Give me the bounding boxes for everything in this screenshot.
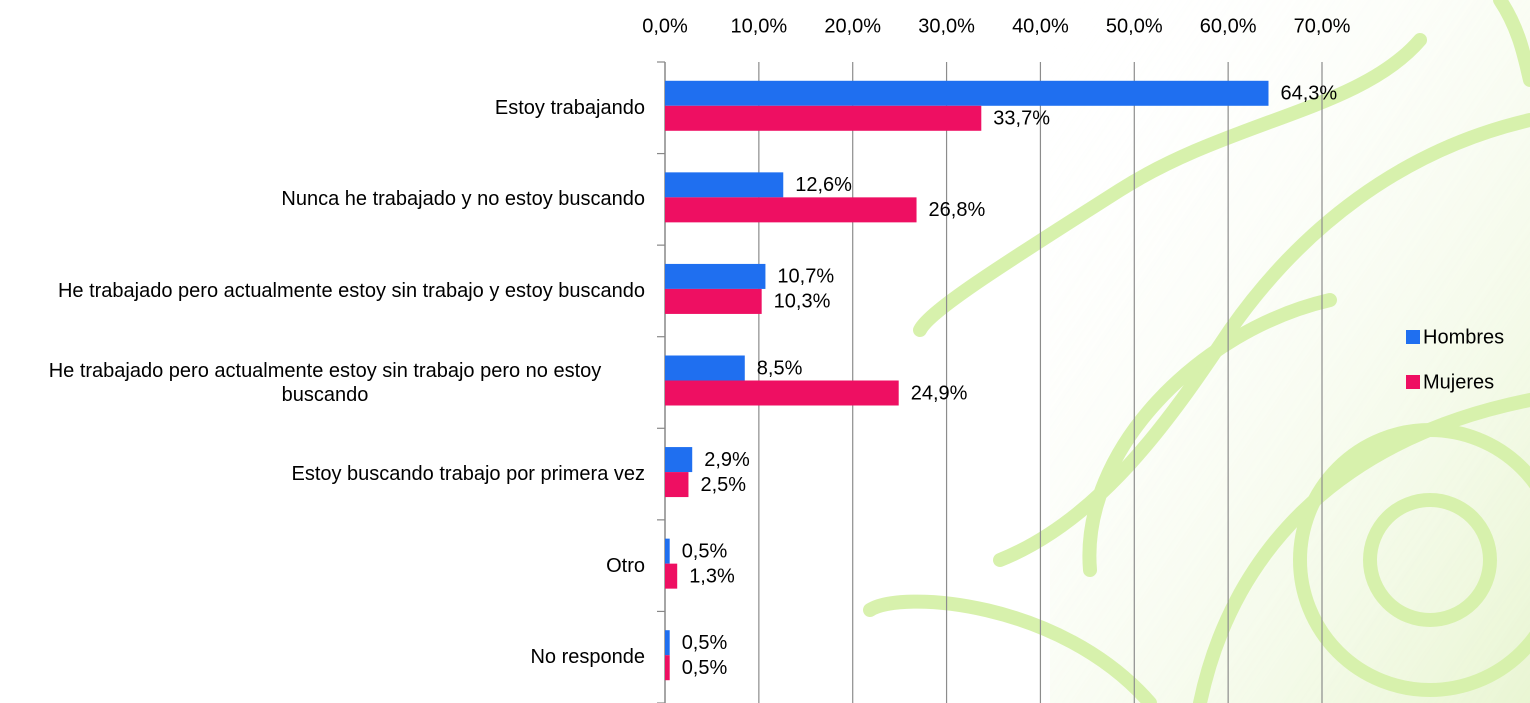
x-tick-label: 50,0% xyxy=(1106,15,1163,37)
x-tick-label: 70,0% xyxy=(1294,15,1351,37)
value-label: 10,7% xyxy=(777,266,834,288)
bar xyxy=(665,289,762,314)
bar xyxy=(665,447,692,472)
y-tick-label-box: Nunca he trabajado y no estoy buscando xyxy=(0,154,645,244)
y-tick-label: Nunca he trabajado y no estoy buscando xyxy=(281,187,645,211)
x-tick-label: 20,0% xyxy=(824,15,881,37)
legend-label: Mujeres xyxy=(1423,371,1494,393)
legend-swatch xyxy=(1406,375,1420,389)
y-tick-label-box: Estoy buscando trabajo por primera vez xyxy=(0,429,645,519)
y-tick-label: He trabajado pero actualmente estoy sin … xyxy=(5,359,645,407)
bar xyxy=(665,381,899,406)
chart-page: 0,0% 10,0% 20,0% 30,0% 40,0% 50,0% 60,0% 70,0% 6… xyxy=(0,0,1530,703)
bar xyxy=(665,655,670,680)
value-label: 2,5% xyxy=(700,474,746,496)
legend-label: Hombres xyxy=(1423,326,1504,348)
bar xyxy=(665,356,745,381)
bar xyxy=(665,172,783,197)
bar xyxy=(665,197,917,222)
value-label: 0,5% xyxy=(682,632,728,654)
value-label: 26,8% xyxy=(929,199,986,221)
x-tick-label: 60,0% xyxy=(1200,15,1257,37)
x-tick-label: 40,0% xyxy=(1012,15,1069,37)
y-tick-label: Estoy trabajando xyxy=(495,96,645,120)
y-tick-label-box: He trabajado pero actualmente estoy sin … xyxy=(0,246,645,336)
value-label: 24,9% xyxy=(911,382,968,404)
value-label: 0,5% xyxy=(682,540,728,562)
y-tick-label: No responde xyxy=(530,645,645,669)
x-tick-label: 30,0% xyxy=(918,15,975,37)
value-label: 64,3% xyxy=(1281,83,1338,105)
bar xyxy=(665,81,1269,106)
y-tick-label: Estoy buscando trabajo por primera vez xyxy=(291,462,645,486)
value-label: 12,6% xyxy=(795,174,852,196)
x-tick-label: 10,0% xyxy=(730,15,787,37)
x-tick-label: 0,0% xyxy=(642,15,688,37)
value-label: 10,3% xyxy=(774,291,831,313)
y-tick-label-box: Estoy trabajando xyxy=(0,63,645,153)
bar xyxy=(665,106,981,131)
y-tick-label: He trabajado pero actualmente estoy sin … xyxy=(58,279,645,303)
bar xyxy=(665,630,670,655)
y-tick-label-box: Otro xyxy=(0,521,645,611)
legend-swatch xyxy=(1406,330,1420,344)
value-label: 0,5% xyxy=(682,657,728,679)
y-tick-label-box: He trabajado pero actualmente estoy sin … xyxy=(0,338,645,428)
y-tick-label: Otro xyxy=(606,554,645,578)
bar xyxy=(665,472,688,497)
value-label: 1,3% xyxy=(689,565,735,587)
bar xyxy=(665,539,670,564)
y-tick-label-box: No responde xyxy=(0,612,645,702)
value-label: 8,5% xyxy=(757,357,803,379)
bar xyxy=(665,264,765,289)
value-label: 33,7% xyxy=(993,108,1050,130)
value-label: 2,9% xyxy=(704,449,750,471)
bar xyxy=(665,564,677,589)
